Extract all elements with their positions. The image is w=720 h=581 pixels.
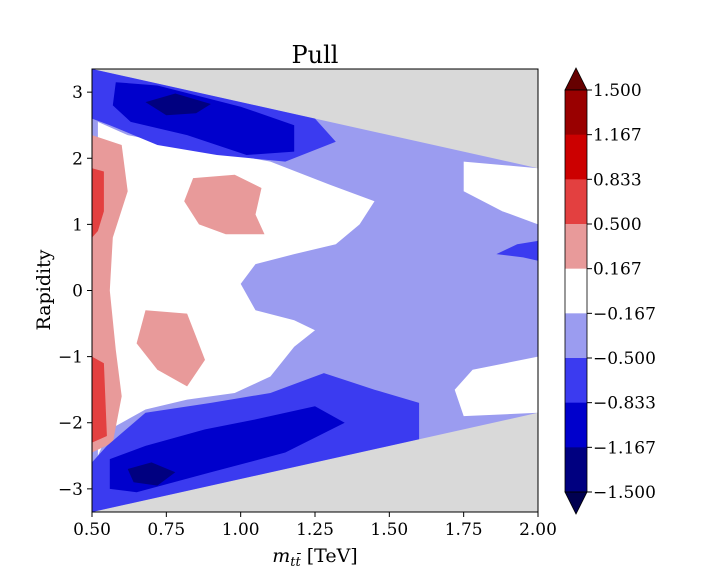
y-axis-label: Rapidity [33,249,55,330]
colorbar-tick-label: −0.167 [593,304,656,324]
pull-band-zero-lower-right [454,356,538,417]
pull-band-minus-1.33-bottom [127,462,176,486]
pull-band-minus-1.33-top [145,93,211,116]
colorbar-band [565,224,587,270]
colorbar-band [565,358,587,404]
x-axis-label-sub: tt̄ [290,553,302,570]
colorbar-band [565,134,587,180]
y-tick-label: −2 [58,414,83,434]
heatmap-regions [92,69,538,512]
colorbar: 1.500 1.167 0.833 0.500 0.167 −0.167 −0.500 −0.… [564,67,656,515]
colorbar-band [565,179,587,225]
x-tick-label: 0.50 [73,520,111,540]
colorbar-under-arrow [564,491,588,515]
x-axis-label-var: m [272,545,290,567]
pull-band-plus-0.33-mid-lower [136,310,205,387]
y-tick-label: 1 [72,215,83,235]
y-tick-label: 2 [72,149,83,169]
y-tick-label: 3 [72,83,83,103]
colorbar-tick-label: −0.833 [593,394,656,414]
colorbar-band [565,268,587,314]
pull-band-plus-0.33-mid-upper [184,174,265,235]
colorbar-over-arrow [564,67,588,91]
y-tick-label: −3 [58,480,83,500]
y-axis: 3 2 1 0 −1 −2 −3 [58,83,92,500]
x-tick-label: 0.75 [147,520,185,540]
colorbar-tick-label: 0.500 [593,215,642,235]
colorbar-tick-label: −0.500 [593,349,656,369]
y-tick-label: 0 [72,282,83,302]
pull-band-minus-0.67-right [496,240,538,261]
pull-band-zero-right [463,161,538,225]
x-tick-label: 2.00 [519,520,557,540]
colorbar-frame [564,89,588,493]
colorbar-tick-label: 1.167 [593,126,642,146]
chart-title: Pull [292,41,339,69]
colorbar-band [565,90,587,136]
pull-band-plus-0.67-left [92,168,104,238]
colorbar-tick-label: 1.500 [593,81,642,101]
colorbar-tick-label: 0.833 [593,170,642,190]
colorbar-tick-label: −1.167 [593,438,656,458]
pull-band-plus-0.67-left-lower [92,356,107,443]
colorbar-tick-label: 0.167 [593,260,642,280]
x-axis-label: mtt̄ [TeV] [272,545,357,570]
x-tick-label: 1.00 [222,520,260,540]
x-axis-label-unit: [TeV] [307,545,358,567]
colorbar-band [565,402,587,448]
colorbar-band [565,313,587,359]
x-tick-label: 1.25 [296,520,334,540]
colorbar-tick-label: −1.500 [593,483,656,503]
colorbar-band [565,447,587,493]
y-tick-label: −1 [58,348,83,368]
x-axis: 0.50 0.75 1.00 1.25 1.50 1.75 2.00 [73,512,557,540]
x-tick-label: 1.75 [445,520,483,540]
x-tick-label: 1.50 [370,520,408,540]
